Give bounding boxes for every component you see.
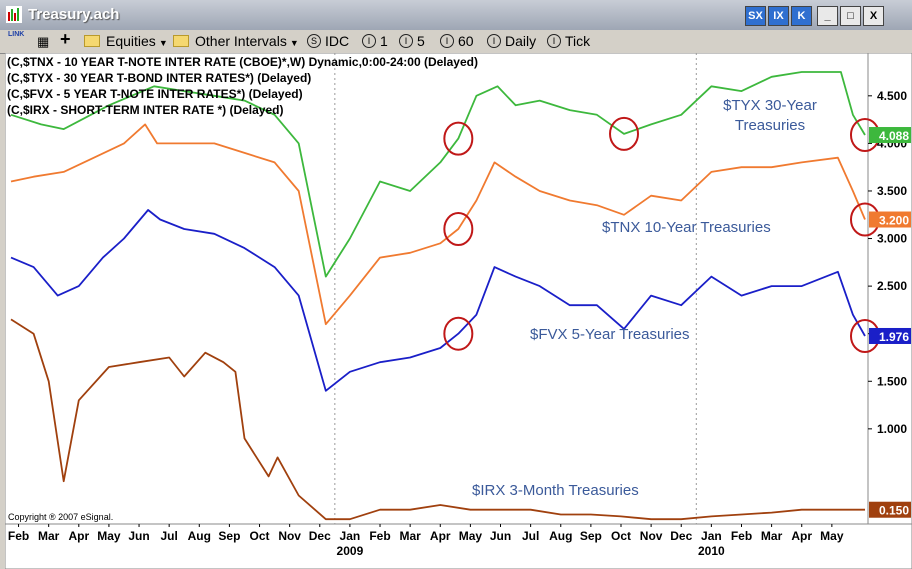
- x-tick-label: Aug: [549, 529, 572, 543]
- x-tick-label: Jan: [340, 529, 361, 543]
- other-intervals-menu[interactable]: Other Intervals ▼: [173, 32, 299, 51]
- x-tick-label: Feb: [731, 529, 752, 543]
- x-tick-label: Mar: [38, 529, 60, 543]
- interval-icon: I: [547, 34, 561, 49]
- x-tick-label: May: [820, 529, 844, 543]
- link-button[interactable]: LINK: [8, 31, 25, 38]
- chevron-down-icon: ▼: [158, 38, 168, 48]
- x-tick-label: May: [97, 529, 121, 543]
- annotation-irx: $IRX 3-Month Treasuries: [472, 482, 639, 499]
- y-tick-label: 2.500: [877, 279, 907, 293]
- toolbar: LINK ▦ + Equities ▼ Other Intervals ▼ S IDC…: [0, 30, 912, 54]
- year-label: 2010: [698, 544, 725, 558]
- y-tick-label: 3.500: [877, 184, 907, 198]
- x-axis-panel: [5, 523, 912, 569]
- x-tick-label: Jan: [701, 529, 722, 543]
- x-tick-label: Mar: [399, 529, 421, 543]
- copyright-text: Copyright ® 2007 eSignal.: [8, 512, 113, 522]
- interval-icon: I: [399, 34, 413, 49]
- x-tick-label: Nov: [278, 529, 301, 543]
- sx-button[interactable]: SX: [745, 6, 766, 26]
- annotation-tyx-line2: Treasuries: [735, 117, 805, 134]
- k-button[interactable]: K: [791, 6, 812, 26]
- tick-button[interactable]: I Tick: [547, 32, 590, 51]
- ix-button[interactable]: IX: [768, 6, 789, 26]
- chart-area: (C,$TNX - 10 YEAR T-NOTE INTER RATE (CBO…: [5, 53, 912, 569]
- y-tick-label: 1.500: [877, 374, 907, 388]
- title-bar: Treasury.ach SX IX K _ □ X: [0, 0, 912, 31]
- clock-icon: S: [307, 34, 321, 49]
- legend-line-tnx: (C,$TNX - 10 YEAR T-NOTE INTER RATE (CBO…: [7, 55, 478, 69]
- equities-menu[interactable]: Equities ▼: [84, 32, 168, 51]
- x-tick-label: Feb: [8, 529, 29, 543]
- highlight-circle: [609, 116, 640, 151]
- last-value-badge: [869, 501, 911, 518]
- x-tick-label: Nov: [640, 529, 663, 543]
- highlight-circle: [443, 212, 474, 247]
- x-tick-label: Jul: [522, 529, 539, 543]
- interval-icon: I: [362, 34, 376, 49]
- last-value-badge: [869, 127, 911, 144]
- x-tick-label: Apr: [791, 529, 812, 543]
- minimize-button[interactable]: _: [817, 6, 838, 26]
- properties-icon[interactable]: ▦: [37, 34, 50, 49]
- chevron-down-icon: ▼: [289, 38, 299, 48]
- series-line: [10, 71, 866, 278]
- year-label: 2009: [337, 544, 364, 558]
- y-tick-label: 4.500: [877, 89, 907, 103]
- annotation-fvx: $FVX 5-Year Treasuries: [530, 326, 690, 343]
- maximize-button[interactable]: □: [840, 6, 861, 26]
- x-tick-label: Jun: [128, 529, 149, 543]
- x-tick-label: Apr: [68, 529, 89, 543]
- last-value-text: 4.088: [879, 129, 909, 143]
- x-tick-label: Sep: [218, 529, 240, 543]
- legend-line-irx: (C,$IRX - SHORT-TERM INTER RATE *) (Dela…: [7, 103, 283, 117]
- last-value-text: 0.150: [879, 504, 909, 518]
- legend-line-fvx: (C,$FVX - 5 YEAR T-NOTE INTER RATES*) (D…: [7, 87, 303, 101]
- interval-60-button[interactable]: I 60: [440, 32, 474, 51]
- close-button[interactable]: X: [863, 6, 884, 26]
- window-title: Treasury.ach: [28, 6, 120, 23]
- x-tick-label: Dec: [670, 529, 692, 543]
- legend-line-tyx: (C,$TYX - 30 YEAR T-BOND INTER RATES*) (…: [7, 71, 311, 85]
- x-tick-label: Oct: [611, 529, 631, 543]
- last-value-text: 1.976: [879, 330, 909, 344]
- y-tick-label: 1.000: [877, 422, 907, 436]
- folder-icon: [173, 35, 189, 48]
- app-chart-icon: [6, 6, 22, 23]
- highlight-circle: [443, 316, 474, 351]
- annotation-tyx-line1: $TYX 30-Year: [723, 97, 817, 114]
- folder-icon: [84, 35, 100, 48]
- series-line: [10, 123, 866, 326]
- x-tick-label: May: [459, 529, 483, 543]
- x-tick-label: Dec: [309, 529, 331, 543]
- x-tick-label: Jun: [490, 529, 511, 543]
- last-value-badge: [869, 211, 911, 228]
- daily-button[interactable]: I Daily: [487, 32, 536, 51]
- add-icon[interactable]: +: [60, 29, 71, 49]
- idc-button[interactable]: S IDC: [307, 32, 349, 51]
- interval-icon: I: [440, 34, 454, 49]
- x-tick-label: Mar: [761, 529, 783, 543]
- interval-icon: I: [487, 34, 501, 49]
- x-tick-label: Oct: [250, 529, 270, 543]
- x-tick-label: Jul: [160, 529, 177, 543]
- last-value-badge: [869, 327, 911, 344]
- last-value-text: 3.200: [879, 214, 909, 228]
- annotation-tnx: $TNX 10-Year Treasuries: [602, 219, 771, 236]
- x-tick-label: Feb: [369, 529, 390, 543]
- series-line: [10, 209, 866, 392]
- x-tick-label: Aug: [188, 529, 211, 543]
- highlight-circle: [443, 121, 474, 156]
- x-tick-label: Apr: [430, 529, 451, 543]
- y-tick-label: 3.000: [877, 232, 907, 246]
- x-tick-label: Sep: [580, 529, 602, 543]
- series-line: [10, 318, 865, 521]
